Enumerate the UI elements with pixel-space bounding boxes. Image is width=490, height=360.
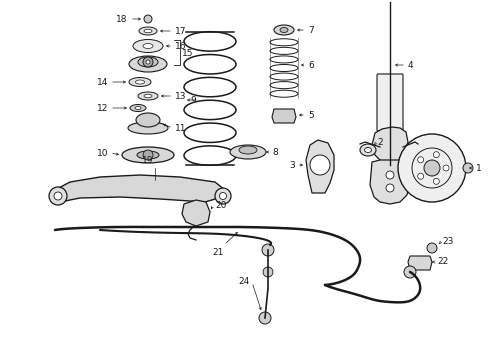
Circle shape <box>54 192 62 200</box>
Polygon shape <box>372 127 408 164</box>
Text: 6: 6 <box>308 60 314 69</box>
Text: 21: 21 <box>212 248 224 257</box>
FancyBboxPatch shape <box>377 74 403 131</box>
Text: 4: 4 <box>408 60 414 69</box>
Ellipse shape <box>136 113 160 127</box>
Ellipse shape <box>122 147 174 163</box>
Ellipse shape <box>144 29 152 33</box>
Text: 15: 15 <box>182 49 194 58</box>
Circle shape <box>220 193 226 199</box>
Text: 20: 20 <box>215 201 226 210</box>
Ellipse shape <box>136 80 145 84</box>
Circle shape <box>143 150 153 160</box>
Circle shape <box>259 312 271 324</box>
Circle shape <box>404 266 416 278</box>
Text: 17: 17 <box>175 27 187 36</box>
Text: 11: 11 <box>175 123 187 132</box>
Polygon shape <box>272 109 296 123</box>
Text: 13: 13 <box>175 91 187 100</box>
Circle shape <box>386 184 394 192</box>
Circle shape <box>386 171 394 179</box>
Text: 24: 24 <box>239 278 250 287</box>
Text: 18: 18 <box>116 14 127 23</box>
Ellipse shape <box>365 148 371 153</box>
Polygon shape <box>370 160 410 204</box>
Ellipse shape <box>360 144 376 156</box>
Text: 16: 16 <box>175 41 187 50</box>
Circle shape <box>443 165 449 171</box>
Ellipse shape <box>129 56 167 72</box>
Ellipse shape <box>130 104 146 112</box>
Circle shape <box>310 155 330 175</box>
Text: 3: 3 <box>289 161 295 170</box>
Circle shape <box>263 267 273 277</box>
Ellipse shape <box>280 27 288 32</box>
Ellipse shape <box>239 146 257 154</box>
Circle shape <box>433 152 440 158</box>
Text: 22: 22 <box>437 257 448 266</box>
Text: 2: 2 <box>377 138 383 147</box>
Ellipse shape <box>129 77 151 86</box>
Ellipse shape <box>143 44 153 49</box>
Polygon shape <box>182 200 210 226</box>
Circle shape <box>49 187 67 205</box>
Text: 7: 7 <box>308 26 314 35</box>
Ellipse shape <box>230 145 266 159</box>
Circle shape <box>463 163 473 173</box>
Text: 5: 5 <box>308 111 314 120</box>
Text: 23: 23 <box>442 238 453 247</box>
Circle shape <box>424 160 440 176</box>
Text: 1: 1 <box>476 163 482 172</box>
Circle shape <box>262 244 274 256</box>
Circle shape <box>398 134 466 202</box>
Ellipse shape <box>138 57 158 67</box>
Circle shape <box>417 157 424 163</box>
Text: 10: 10 <box>97 149 108 158</box>
Circle shape <box>433 178 440 184</box>
Ellipse shape <box>137 151 159 159</box>
Text: 19: 19 <box>142 156 154 165</box>
Text: 12: 12 <box>97 104 108 112</box>
Circle shape <box>143 57 153 67</box>
Ellipse shape <box>128 122 168 134</box>
Polygon shape <box>55 175 225 202</box>
Ellipse shape <box>139 27 157 35</box>
Polygon shape <box>408 256 432 270</box>
Ellipse shape <box>133 40 163 53</box>
Circle shape <box>215 188 231 204</box>
Ellipse shape <box>144 94 152 98</box>
Text: 8: 8 <box>272 148 278 157</box>
Ellipse shape <box>135 107 141 109</box>
Circle shape <box>146 60 150 64</box>
Text: 9: 9 <box>190 95 196 104</box>
Circle shape <box>417 173 424 179</box>
Text: 14: 14 <box>97 77 108 86</box>
Ellipse shape <box>138 92 158 100</box>
Circle shape <box>144 15 152 23</box>
Polygon shape <box>306 140 334 193</box>
Circle shape <box>427 243 437 253</box>
Ellipse shape <box>274 25 294 35</box>
